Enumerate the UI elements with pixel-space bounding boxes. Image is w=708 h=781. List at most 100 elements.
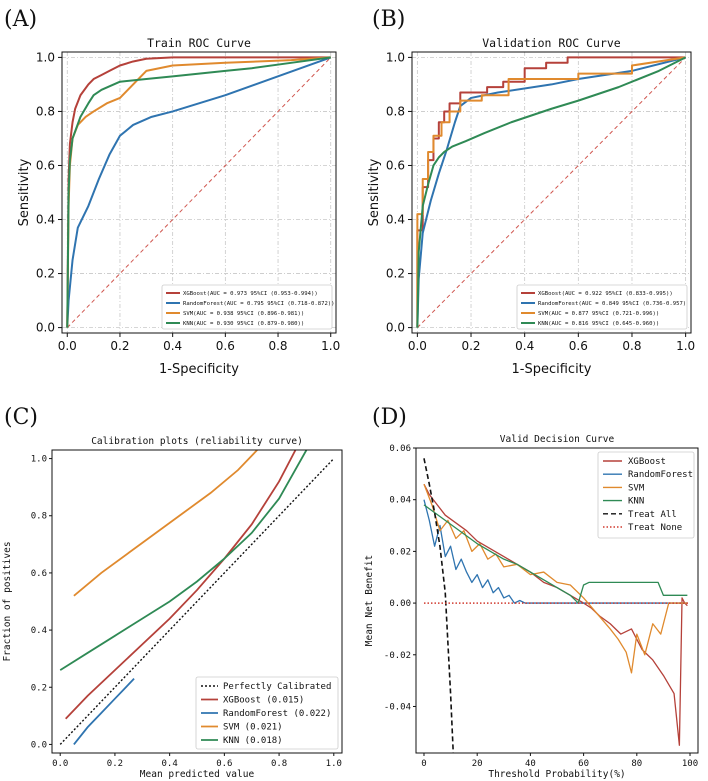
legend-box — [161, 284, 333, 330]
x-tick-label: 100 — [682, 759, 698, 769]
x-axis-label: 1-Specificity — [159, 362, 239, 377]
panel-letter: (D) — [372, 405, 407, 430]
y-axis-label: Mean Net Benefit — [364, 555, 375, 647]
x-tick-label: 0.6 — [216, 759, 232, 769]
series-line-randomforest — [73, 678, 135, 745]
legend-entry: KNN(AUC = 0.930 95%CI (0.879-0.980)) — [183, 321, 304, 327]
x-tick-label: 60 — [578, 759, 589, 769]
x-tick-label: 0.0 — [52, 759, 68, 769]
panel-b: (B) Validation ROC Curve 0.0 0.2 0.4 0.6 0.8 1.… — [367, 7, 695, 377]
x-tick-label: 0.0 — [58, 339, 77, 353]
legend-entry: SVM (0.021) — [223, 723, 283, 733]
series-line-treat-all — [423, 458, 455, 753]
y-tick-label: 0.06 — [389, 444, 411, 454]
plot-frame — [415, 447, 699, 754]
panel-c: (C) Calibration plots (reliability curve)… — [2, 405, 343, 780]
y-tick-label: 0.0 — [36, 321, 55, 335]
series-line-knn — [416, 56, 687, 328]
legend-entry: SVM(AUC = 0.877 95%CI (0.721-0.996)) — [538, 311, 659, 317]
x-tick-label: 0.8 — [268, 339, 287, 353]
x-tick-label: 0.6 — [569, 339, 588, 353]
series-line-svm — [73, 450, 258, 597]
legend-entry: KNN (0.018) — [223, 736, 283, 746]
chart-title: Valid Decision Curve — [500, 434, 615, 445]
x-tick-label: 1.0 — [321, 339, 340, 353]
series-line-knn — [66, 56, 331, 328]
series-line-xgboost — [65, 450, 297, 720]
legend-entry: RandomForest(AUC = 0.849 95%CI (0.736-0.… — [538, 301, 686, 307]
legend-entry: XGBoost(AUC = 0.922 95%CI (0.833-0.995)) — [538, 291, 673, 297]
panel-letter: (C) — [4, 405, 38, 430]
chart-title: Validation ROC Curve — [482, 36, 621, 50]
legend-entry: XGBoost(AUC = 0.973 95%CI (0.953-0.994)) — [183, 291, 318, 297]
reference-diagonal — [417, 57, 686, 328]
x-tick-label: 0.2 — [110, 339, 129, 353]
y-tick-label: 0.6 — [36, 158, 55, 172]
legend-entry: RandomForest — [628, 470, 693, 480]
y-tick-label: 1.0 — [31, 455, 47, 465]
legend: Perfectly Calibrated XGBoost (0.015) Rando… — [195, 676, 339, 750]
series-line-perfectly-calibrated — [59, 458, 335, 745]
legend-entry: SVM(AUC = 0.938 95%CI (0.896-0.981)) — [183, 311, 304, 317]
legend: XGBoost(AUC = 0.922 95%CI (0.833-0.995))… — [516, 284, 688, 330]
plot-frame — [51, 449, 343, 754]
y-tick-label: 0.8 — [386, 104, 405, 118]
legend-entry: Treat None — [628, 523, 682, 533]
panel-d: (D) Valid Decision Curve 0 20 40 60 80 100 0.06 0… — [364, 405, 699, 780]
y-tick-label: 0.6 — [31, 569, 47, 579]
y-axis-label: Sensitivity — [17, 158, 32, 226]
y-tick-label: 0.04 — [389, 496, 411, 506]
legend: XGBoost(AUC = 0.973 95%CI (0.953-0.994))… — [161, 284, 335, 330]
plot-frame — [411, 51, 692, 334]
x-tick-label: 0.2 — [461, 339, 480, 353]
y-tick-label: 0.4 — [386, 213, 405, 227]
series-line-svm — [423, 483, 688, 674]
y-tick-label: -0.04 — [384, 702, 411, 712]
series-line-knn — [59, 450, 308, 671]
y-tick-label: 0.2 — [36, 267, 55, 281]
x-tick-label: 0.8 — [271, 759, 287, 769]
legend-entry: KNN(AUC = 0.816 95%CI (0.645-0.960)) — [538, 321, 659, 327]
panel-letter: (B) — [372, 7, 405, 32]
legend-box — [195, 676, 339, 750]
plot-frame — [61, 51, 337, 334]
y-tick-label: -0.02 — [384, 651, 411, 661]
y-axis-label: Fraction of positives — [2, 541, 13, 661]
y-tick-label: 1.0 — [36, 50, 55, 64]
series-line-knn — [423, 504, 688, 604]
legend-entry: XGBoost — [628, 457, 666, 467]
legend-entry: RandomForest(AUC = 0.795 95%CI (0.718-0.… — [183, 301, 335, 307]
chart-title: Calibration plots (reliability curve) — [91, 436, 303, 447]
x-axis-label: 1-Specificity — [512, 362, 592, 377]
y-tick-label: 0.02 — [389, 547, 411, 557]
y-axis-label: Sensitivity — [367, 158, 382, 226]
x-tick-label: 0.6 — [216, 339, 235, 353]
legend: XGBoost RandomForest SVM KNN Treat All Treat … — [597, 451, 695, 539]
legend-entry: KNN — [628, 497, 644, 507]
series-line-xgboost — [66, 56, 331, 328]
x-tick-label: 0.4 — [163, 339, 182, 353]
y-tick-label: 0.2 — [386, 267, 405, 281]
x-tick-label: 0 — [421, 759, 426, 769]
x-axis-label: Mean predicted value — [140, 769, 255, 780]
legend-entry: XGBoost (0.015) — [223, 696, 304, 706]
x-tick-label: 0.4 — [515, 339, 534, 353]
x-tick-label: 1.0 — [326, 759, 342, 769]
x-tick-label: 0.2 — [107, 759, 123, 769]
legend-entry: SVM — [628, 483, 645, 493]
y-tick-label: 0.6 — [386, 158, 405, 172]
chart-title: Train ROC Curve — [147, 36, 251, 50]
panel-a: (A) Train ROC Curve 0.0 0.2 0.4 0.6 0.8 1.0 0.0 0… — [4, 7, 340, 377]
y-tick-label: 1.0 — [386, 50, 405, 64]
y-tick-label: 0.0 — [386, 321, 405, 335]
x-tick-label: 40 — [525, 759, 536, 769]
series-line-xgboost — [423, 483, 688, 746]
legend-entry: RandomForest (0.022) — [223, 709, 331, 719]
x-tick-label: 0.8 — [622, 339, 641, 353]
y-tick-label: 0.0 — [31, 740, 47, 750]
panel-letter: (A) — [4, 7, 37, 32]
legend-box — [516, 284, 688, 330]
legend-entry: Perfectly Calibrated — [223, 682, 331, 692]
x-tick-label: 80 — [631, 759, 642, 769]
